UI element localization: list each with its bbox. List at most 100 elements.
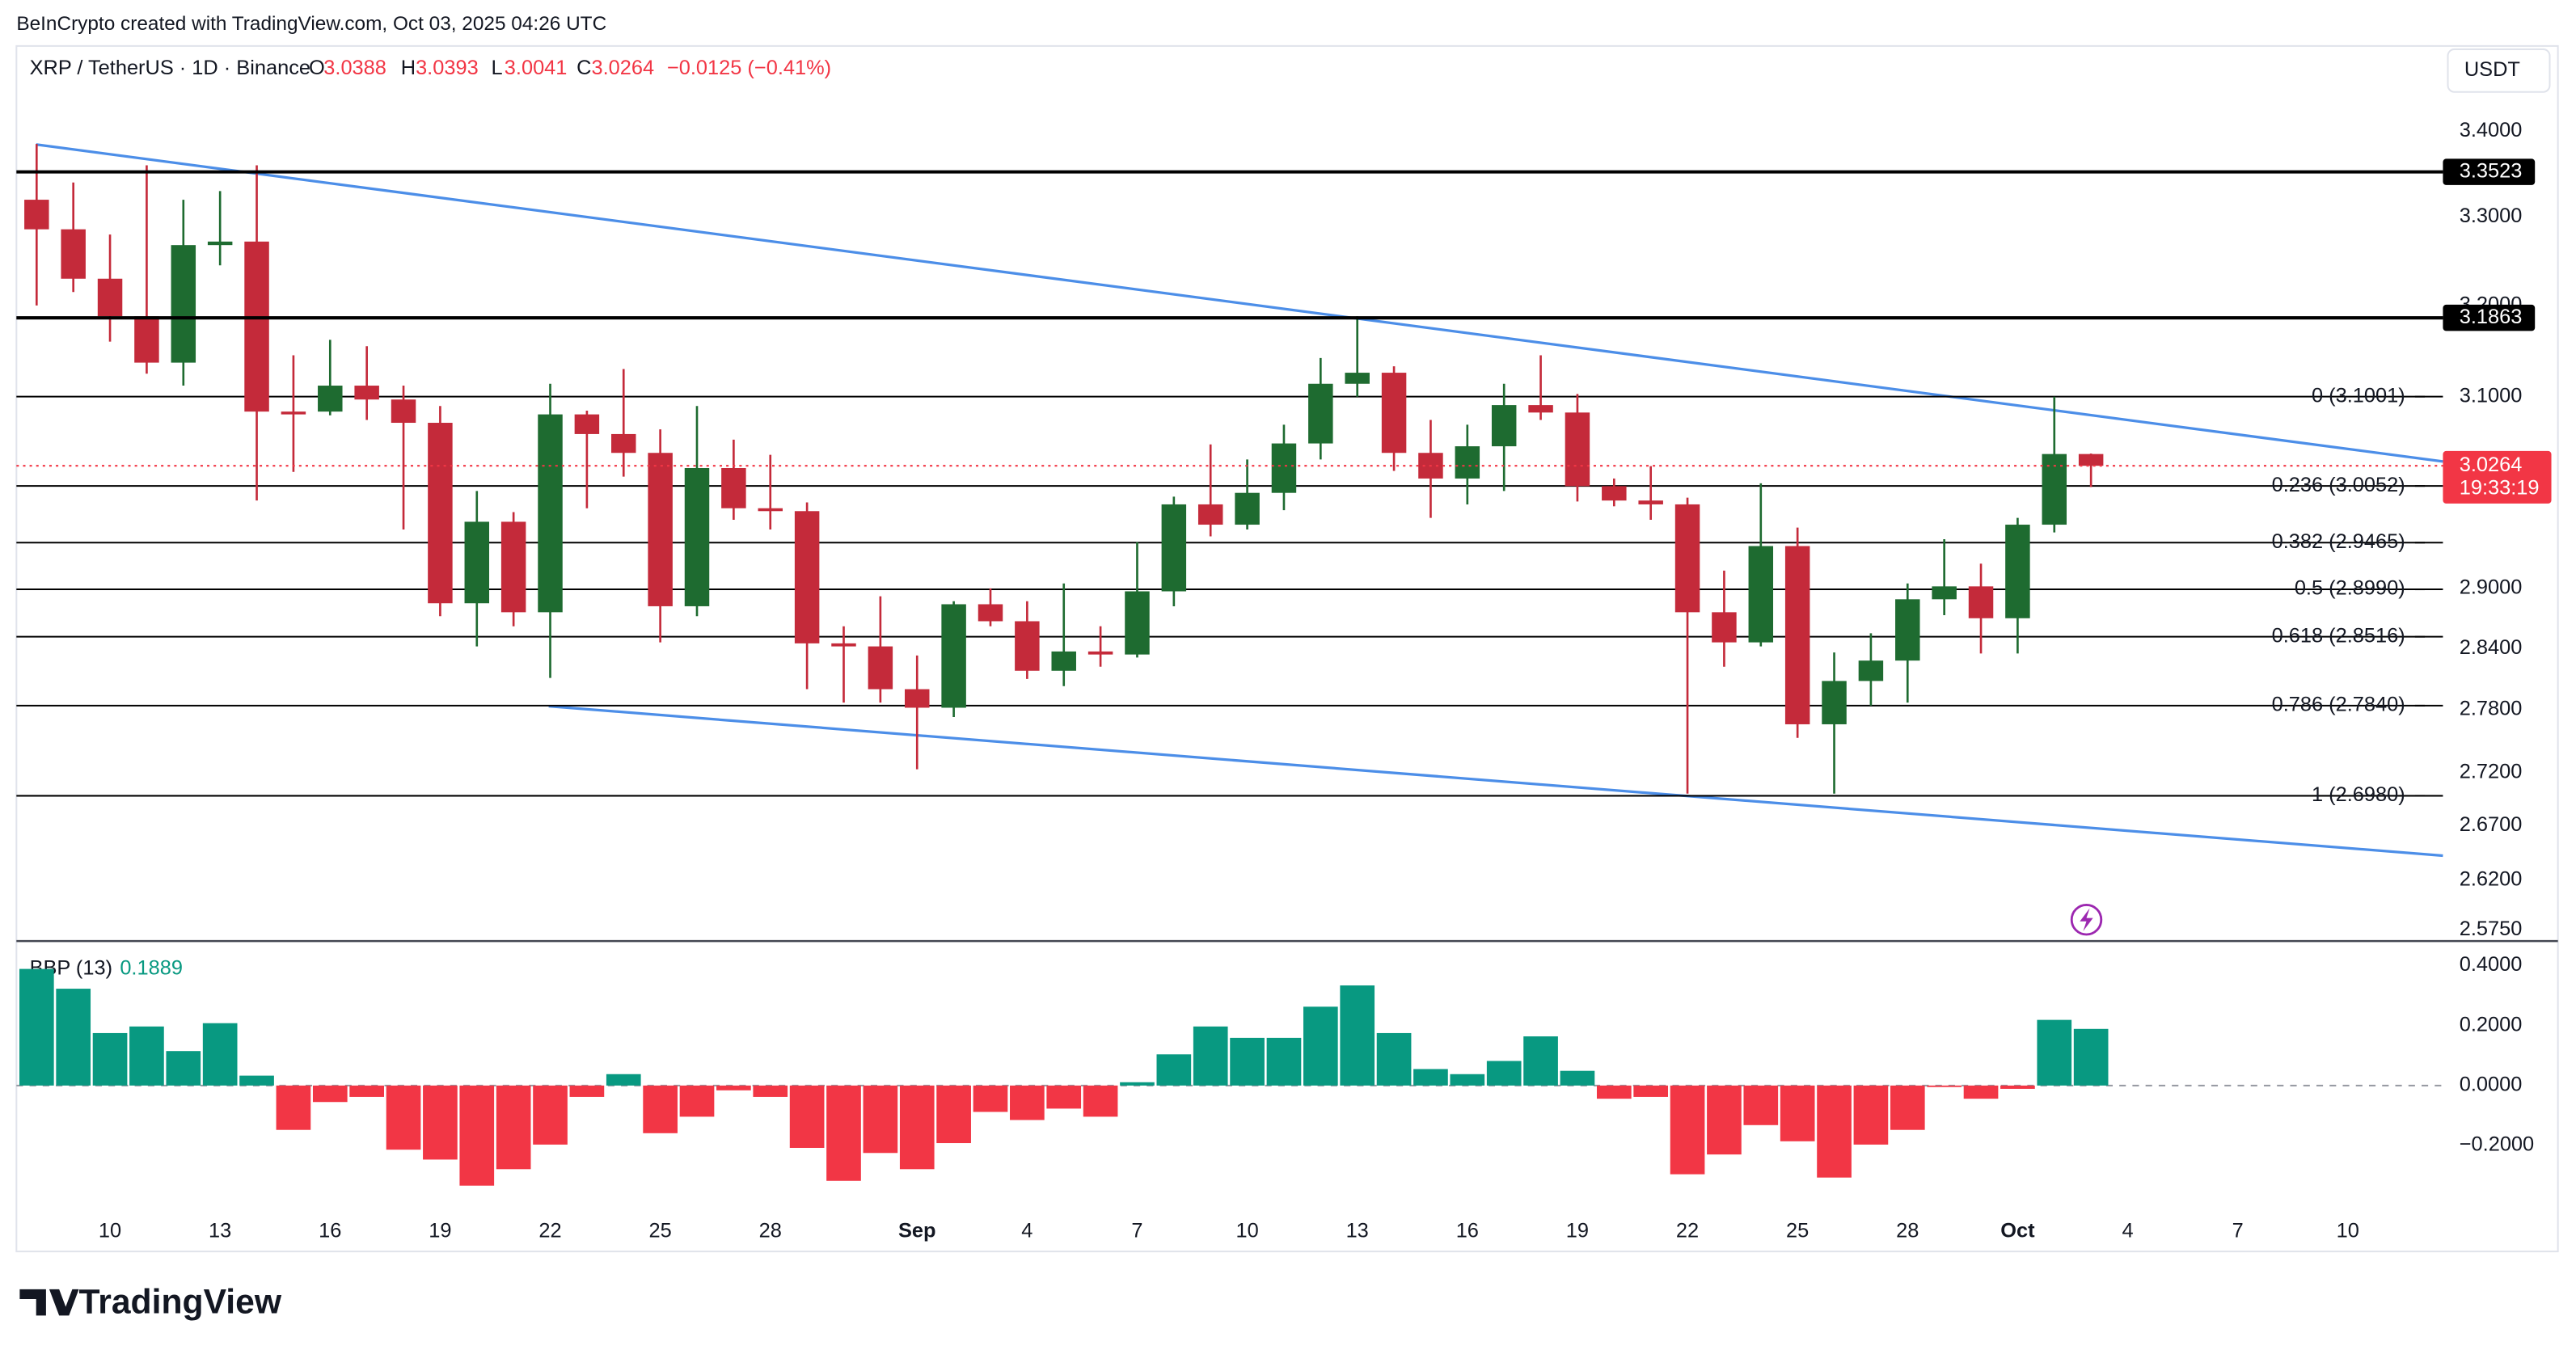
x-tick-label: 10 bbox=[99, 1219, 121, 1242]
bbp-bar bbox=[1120, 1082, 1155, 1086]
event-icon[interactable] bbox=[2070, 904, 2103, 936]
bbp-bar bbox=[1340, 985, 1375, 1086]
logo-text: TradingView bbox=[79, 1282, 282, 1321]
y-tick-label: 2.8400 bbox=[2460, 636, 2523, 659]
ohlc-value: 3.0041 bbox=[505, 57, 568, 79]
x-tick-label: 10 bbox=[1235, 1219, 1258, 1242]
y-tick-label: 3.4000 bbox=[2460, 119, 2523, 141]
bbp-bar bbox=[202, 1023, 238, 1086]
x-tick-label: 10 bbox=[2337, 1219, 2359, 1242]
fib-label: 0.382 (2.9465) bbox=[2272, 530, 2405, 553]
currency-button[interactable] bbox=[2447, 48, 2551, 93]
candle-body bbox=[1895, 599, 1920, 661]
bbp-bar bbox=[1156, 1054, 1192, 1086]
bbp-bar bbox=[312, 1085, 348, 1103]
candle-body bbox=[134, 316, 159, 363]
candle-body bbox=[500, 521, 526, 613]
candle-body bbox=[1381, 373, 1407, 454]
bbp-bar bbox=[1707, 1085, 1742, 1155]
candle-body bbox=[244, 241, 269, 412]
x-tick-label: 7 bbox=[1131, 1219, 1142, 1242]
bbp-bar bbox=[56, 989, 91, 1086]
currency[interactable]: USDT bbox=[2464, 58, 2520, 81]
candle-body bbox=[354, 386, 379, 400]
bbp-bar bbox=[643, 1085, 678, 1133]
indicator-value: 0.1889 bbox=[120, 956, 183, 979]
bbp-bar bbox=[349, 1085, 384, 1097]
x-tick-label: 16 bbox=[319, 1219, 341, 1242]
candle-body bbox=[1528, 405, 1553, 413]
y-tick-label: 3.1000 bbox=[2460, 384, 2523, 407]
x-tick-label: 19 bbox=[429, 1219, 451, 1242]
ohlc-label: O bbox=[309, 57, 325, 79]
bbp-bar bbox=[239, 1075, 274, 1086]
candle-body bbox=[1638, 500, 1663, 504]
bbp-bar bbox=[863, 1085, 898, 1154]
bbp-bar bbox=[2073, 1028, 2109, 1086]
bbp-bar bbox=[606, 1074, 641, 1086]
fib-label: 0.236 (3.0052) bbox=[2272, 474, 2405, 496]
candle-body bbox=[428, 423, 453, 604]
candle-body bbox=[538, 414, 563, 613]
bbp-bar bbox=[899, 1085, 935, 1170]
candle-body bbox=[1087, 651, 1113, 655]
y-tick-label: 2.6200 bbox=[2460, 867, 2523, 890]
x-tick-label: 13 bbox=[209, 1219, 231, 1242]
ohlc-label: L bbox=[492, 57, 503, 79]
bbp-bar bbox=[1560, 1070, 1595, 1086]
candle-body bbox=[1602, 486, 1627, 501]
candle-body bbox=[1455, 446, 1480, 479]
bbp-bar bbox=[1046, 1085, 1082, 1109]
bbp-bar bbox=[1193, 1026, 1228, 1086]
bbp-bar bbox=[2037, 1019, 2072, 1086]
candle-body bbox=[1822, 681, 1847, 724]
candle-body bbox=[1748, 546, 1774, 643]
y2-tick-label: 0.2000 bbox=[2460, 1013, 2523, 1036]
candle-body bbox=[721, 467, 746, 508]
bbp-bar bbox=[753, 1085, 788, 1097]
candle-body bbox=[171, 245, 196, 363]
candle-body bbox=[2078, 454, 2104, 466]
bbp-bar bbox=[1817, 1085, 1852, 1178]
bbp-bar bbox=[386, 1085, 421, 1150]
bbp-bar bbox=[2000, 1085, 2035, 1089]
chart-frame bbox=[15, 44, 2559, 1253]
y-tick-label: 2.6700 bbox=[2460, 813, 2523, 836]
candle-body bbox=[24, 200, 49, 230]
candle-body bbox=[318, 386, 343, 412]
change: −0.0125 (−0.41%) bbox=[667, 57, 831, 79]
fib-label: 0.5 (2.8990) bbox=[2295, 577, 2405, 600]
ohlc-label: H bbox=[401, 57, 416, 79]
bbp-bar bbox=[1413, 1069, 1448, 1086]
fib-label: 0.786 (2.7840) bbox=[2272, 694, 2405, 716]
logo-icon bbox=[19, 1289, 79, 1316]
x-tick-label: Sep bbox=[898, 1219, 936, 1242]
candle-body bbox=[1491, 405, 1517, 447]
x-tick-label: 4 bbox=[1021, 1219, 1033, 1242]
bbp-bar bbox=[496, 1085, 531, 1170]
y-tick-label: 2.7800 bbox=[2460, 698, 2523, 720]
bbp-bar bbox=[1523, 1036, 1558, 1086]
candle-body bbox=[794, 511, 820, 643]
bbp-bar bbox=[276, 1085, 311, 1130]
countdown: 19:33:19 bbox=[2460, 476, 2540, 499]
bbp-bar bbox=[1083, 1085, 1118, 1117]
bbp-bar bbox=[1743, 1085, 1779, 1125]
trendline bbox=[548, 704, 2443, 858]
fib-label: 1 (2.6980) bbox=[2312, 783, 2405, 806]
candle-body bbox=[868, 646, 893, 690]
y2-tick-label: 0.0000 bbox=[2460, 1074, 2523, 1096]
bbp-bar bbox=[1230, 1037, 1265, 1086]
bbp-bar bbox=[569, 1085, 605, 1097]
candle-body bbox=[207, 241, 233, 246]
ohlc-value: 3.0393 bbox=[416, 57, 479, 79]
candle-body bbox=[648, 453, 673, 606]
x-tick-label: 22 bbox=[538, 1219, 561, 1242]
x-tick-label: 22 bbox=[1676, 1219, 1699, 1242]
bbp-bar bbox=[716, 1085, 751, 1091]
candle-body bbox=[61, 229, 86, 279]
candle-body bbox=[1161, 504, 1187, 592]
candle-body bbox=[758, 508, 783, 512]
candle-body bbox=[1271, 443, 1297, 493]
key-level-label-bg bbox=[2443, 304, 2536, 331]
